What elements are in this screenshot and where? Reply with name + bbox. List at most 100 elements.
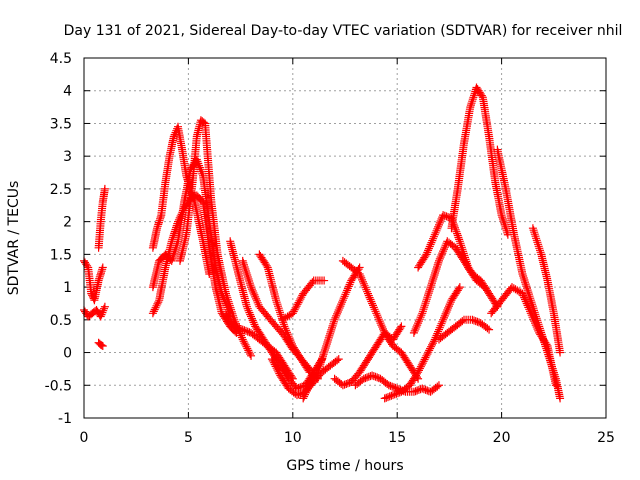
data-point [100, 302, 109, 311]
data-point [364, 291, 373, 300]
data-point [431, 267, 440, 275]
data-point [425, 346, 434, 355]
data-point [434, 258, 443, 267]
data-point [454, 233, 463, 242]
data-point [237, 333, 246, 342]
data-point [198, 169, 207, 178]
data-point [477, 91, 486, 100]
data-point [475, 318, 483, 327]
data-point [413, 321, 422, 330]
data-point [342, 380, 351, 388]
y-tick-label: -1 [58, 411, 72, 427]
data-point [248, 287, 257, 295]
data-point [437, 319, 446, 328]
x-tick-label: 15 [388, 430, 406, 446]
data-point [291, 303, 300, 312]
data-point [426, 344, 435, 353]
data-point [370, 305, 379, 314]
data-point [442, 212, 451, 221]
data-point [343, 286, 352, 295]
data-point [335, 304, 344, 312]
data-point [334, 355, 343, 364]
data-point [330, 315, 339, 324]
data-point [345, 280, 354, 289]
data-point [414, 368, 423, 377]
series-track-3 [94, 184, 109, 252]
data-point [455, 235, 464, 244]
data-point [442, 308, 451, 316]
data-point [533, 238, 542, 247]
data-point [375, 337, 384, 346]
data-point [363, 287, 372, 296]
data-point [373, 373, 382, 382]
data-point [356, 272, 365, 280]
data-point [419, 357, 428, 366]
data-point [361, 283, 370, 292]
data-point [293, 391, 301, 400]
data-point [483, 324, 492, 333]
y-tick-label: -0.5 [45, 378, 72, 394]
data-point [261, 260, 270, 269]
y-tick-label: 2.5 [50, 182, 72, 198]
data-point [223, 295, 232, 304]
data-point [286, 336, 295, 345]
data-point [530, 317, 539, 326]
x-tick-label: 25 [597, 430, 615, 446]
data-point [421, 252, 430, 260]
y-axis-label: SDTVAR / TECUs [6, 181, 22, 296]
data-point [440, 211, 449, 220]
data-point [418, 359, 427, 368]
data-point [249, 318, 258, 327]
data-point [150, 305, 159, 314]
data-point [436, 321, 445, 330]
data-point [151, 303, 160, 312]
data-point [440, 245, 448, 254]
data-point [429, 232, 438, 241]
data-point [97, 310, 106, 319]
data-point [242, 302, 251, 311]
y-tick-label: 4 [63, 84, 72, 100]
y-tick-label: 2 [63, 215, 72, 231]
data-point [415, 315, 424, 324]
data-point [530, 230, 539, 239]
data-point [528, 224, 537, 233]
data-point [412, 323, 421, 331]
data-point [320, 276, 329, 285]
data-point [301, 390, 309, 399]
data-point [521, 278, 529, 287]
data-point [431, 228, 440, 237]
data-point [240, 263, 249, 271]
data-point [287, 373, 296, 382]
data-point [281, 324, 290, 333]
data-point [471, 317, 480, 326]
plot-frame [83, 57, 607, 419]
data-point [500, 220, 509, 229]
data-point [343, 284, 352, 293]
data-point [436, 253, 445, 261]
data-point [461, 258, 470, 267]
data-point [523, 286, 532, 295]
data-point [296, 295, 305, 303]
data-point [424, 244, 433, 253]
data-point [522, 299, 531, 308]
data-point [416, 313, 425, 322]
data-point [98, 308, 107, 317]
data-point [443, 306, 452, 314]
data-point [303, 385, 312, 393]
data-point [439, 315, 448, 324]
y-tick-label: 1 [63, 280, 72, 296]
data-point [365, 293, 374, 302]
data-point [438, 317, 447, 326]
data-point [411, 387, 420, 396]
data-point [364, 372, 373, 381]
data-point [247, 314, 256, 323]
data-point [225, 301, 234, 310]
data-point [417, 311, 426, 320]
data-point [452, 227, 461, 236]
data-point [333, 308, 342, 316]
data-point [280, 322, 289, 331]
data-point [389, 383, 398, 392]
data-point [327, 325, 336, 334]
data-point [238, 335, 247, 344]
data-point [288, 309, 297, 318]
